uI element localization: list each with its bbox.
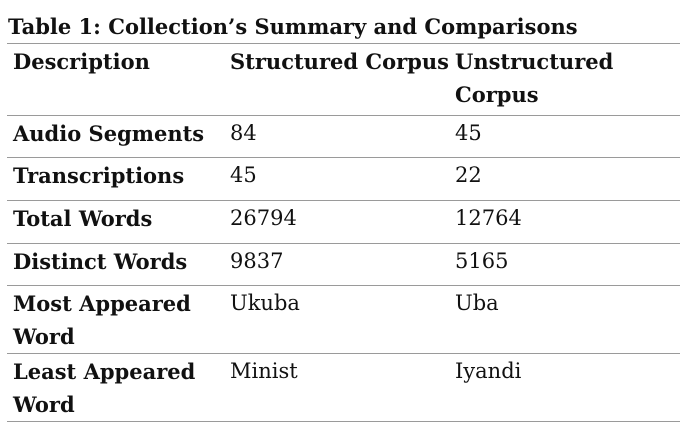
table-caption: Table 1: Collection’s Summary and Compar… [8,14,578,39]
structured-value: 45 [230,163,257,187]
document-page: Table 1: Collection’s Summary and Compar… [7,14,680,422]
header-description: Description [13,49,150,74]
row-label: Total Words [13,206,153,231]
row-label: Least Appeared Word [13,359,196,417]
unstructured-value: 5165 [455,249,509,273]
table-row: Most Appeared Word Ukuba Uba [7,285,680,354]
table-row: Total Words 26794 12764 [7,200,680,244]
structured-value: Ukuba [230,291,300,315]
table-row: Least Appeared Word Minist Iyandi [7,353,680,422]
table-row: Distinct Words 9837 5165 [7,243,680,286]
table-row: Audio Segments 84 45 [7,115,680,158]
row-label: Most Appeared Word [13,291,191,349]
header-structured-corpus: Structured Corpus [230,49,449,74]
table-header-row: Description Structured Corpus Unstructur… [7,43,680,116]
unstructured-value: 22 [455,163,482,187]
structured-value: 84 [230,121,257,145]
structured-value: 26794 [230,206,297,230]
unstructured-value: Uba [455,291,499,315]
structured-value: Minist [230,359,298,383]
unstructured-value: 45 [455,121,482,145]
unstructured-value: 12764 [455,206,522,230]
table-row: Transcriptions 45 22 [7,157,680,201]
header-unstructured-corpus: Unstructured Corpus [455,49,614,107]
row-label: Distinct Words [13,249,188,274]
row-label: Audio Segments [13,121,205,146]
unstructured-value: Iyandi [455,359,522,383]
structured-value: 9837 [230,249,284,273]
row-label: Transcriptions [13,163,185,188]
summary-table: Description Structured Corpus Unstructur… [7,43,680,422]
